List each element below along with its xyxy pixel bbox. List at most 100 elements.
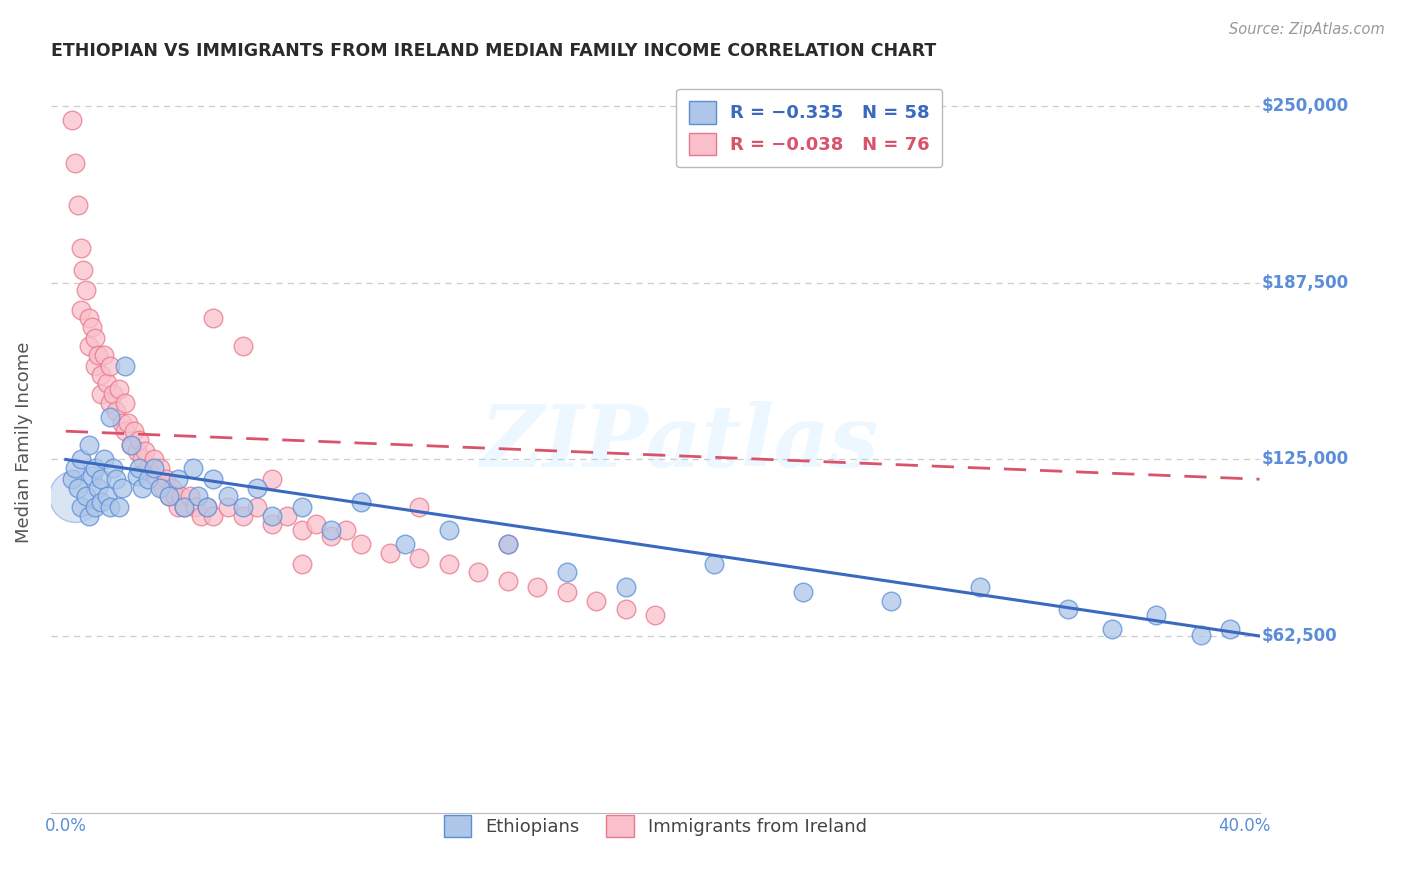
Point bbox=[173, 500, 195, 515]
Legend: Ethiopians, Immigrants from Ireland: Ethiopians, Immigrants from Ireland bbox=[436, 808, 875, 844]
Point bbox=[117, 416, 139, 430]
Point bbox=[131, 452, 153, 467]
Point bbox=[644, 607, 666, 622]
Point bbox=[526, 580, 548, 594]
Point bbox=[378, 546, 401, 560]
Point bbox=[202, 311, 225, 326]
Point bbox=[496, 537, 519, 551]
Point bbox=[195, 500, 218, 515]
Point bbox=[82, 469, 104, 483]
Point bbox=[93, 452, 115, 467]
Point bbox=[114, 424, 136, 438]
Point bbox=[246, 481, 269, 495]
Point bbox=[96, 376, 118, 391]
Point bbox=[136, 461, 159, 475]
Point bbox=[496, 537, 519, 551]
Point bbox=[63, 461, 86, 475]
Point bbox=[262, 508, 284, 523]
Point bbox=[217, 500, 239, 515]
Point bbox=[157, 489, 180, 503]
Point bbox=[79, 339, 101, 353]
Point bbox=[291, 557, 314, 571]
Point bbox=[349, 495, 371, 509]
Point bbox=[202, 508, 225, 523]
Text: $62,500: $62,500 bbox=[1263, 627, 1337, 645]
Point bbox=[335, 523, 357, 537]
Point bbox=[157, 489, 180, 503]
Point bbox=[120, 438, 142, 452]
Point bbox=[114, 359, 136, 374]
Point bbox=[160, 481, 183, 495]
Point bbox=[93, 348, 115, 362]
Point bbox=[792, 585, 814, 599]
Point bbox=[66, 481, 89, 495]
Point bbox=[143, 452, 166, 467]
Point bbox=[202, 472, 225, 486]
Point bbox=[69, 452, 91, 467]
Point bbox=[98, 410, 121, 425]
Y-axis label: Median Family Income: Median Family Income bbox=[15, 342, 32, 543]
Point bbox=[184, 500, 207, 515]
Text: Source: ZipAtlas.com: Source: ZipAtlas.com bbox=[1229, 22, 1385, 37]
Point bbox=[75, 489, 97, 503]
Point bbox=[349, 537, 371, 551]
Point bbox=[703, 557, 725, 571]
Text: $250,000: $250,000 bbox=[1263, 97, 1350, 115]
Point bbox=[555, 585, 578, 599]
Point bbox=[128, 461, 150, 475]
Point bbox=[1144, 607, 1167, 622]
Point bbox=[190, 508, 212, 523]
Point bbox=[246, 500, 269, 515]
Text: ETHIOPIAN VS IMMIGRANTS FROM IRELAND MEDIAN FAMILY INCOME CORRELATION CHART: ETHIOPIAN VS IMMIGRANTS FROM IRELAND MED… bbox=[51, 42, 936, 60]
Text: $187,500: $187,500 bbox=[1263, 274, 1350, 292]
Point bbox=[98, 500, 121, 515]
Text: ZIPatlas: ZIPatlas bbox=[481, 401, 879, 484]
Point bbox=[408, 500, 430, 515]
Point bbox=[291, 523, 314, 537]
Point bbox=[262, 472, 284, 486]
Point bbox=[880, 593, 903, 607]
Point bbox=[90, 495, 112, 509]
Point bbox=[1057, 602, 1080, 616]
Point bbox=[75, 283, 97, 297]
Point bbox=[394, 537, 416, 551]
Point bbox=[96, 489, 118, 503]
Point bbox=[134, 444, 156, 458]
Point bbox=[125, 444, 148, 458]
Point bbox=[63, 156, 86, 170]
Point bbox=[66, 198, 89, 212]
Point bbox=[232, 500, 254, 515]
Point bbox=[437, 523, 460, 537]
Point bbox=[108, 382, 131, 396]
Point bbox=[146, 472, 169, 486]
Point bbox=[181, 461, 204, 475]
Point bbox=[614, 602, 637, 616]
Point bbox=[79, 508, 101, 523]
Point bbox=[131, 481, 153, 495]
Point bbox=[104, 472, 127, 486]
Point bbox=[114, 396, 136, 410]
Point bbox=[82, 319, 104, 334]
Point bbox=[291, 500, 314, 515]
Point bbox=[79, 311, 101, 326]
Point bbox=[1101, 622, 1123, 636]
Point bbox=[179, 489, 201, 503]
Point bbox=[1189, 627, 1212, 641]
Point bbox=[232, 508, 254, 523]
Point bbox=[90, 387, 112, 401]
Point bbox=[149, 481, 172, 495]
Point bbox=[98, 396, 121, 410]
Point bbox=[108, 500, 131, 515]
Point bbox=[187, 489, 209, 503]
Point bbox=[166, 472, 188, 486]
Point bbox=[90, 472, 112, 486]
Point bbox=[170, 489, 193, 503]
Point bbox=[69, 241, 91, 255]
Point bbox=[136, 472, 159, 486]
Point bbox=[111, 416, 134, 430]
Point bbox=[319, 523, 342, 537]
Point bbox=[163, 489, 186, 503]
Point bbox=[152, 481, 174, 495]
Point bbox=[90, 368, 112, 382]
Point bbox=[84, 500, 107, 515]
